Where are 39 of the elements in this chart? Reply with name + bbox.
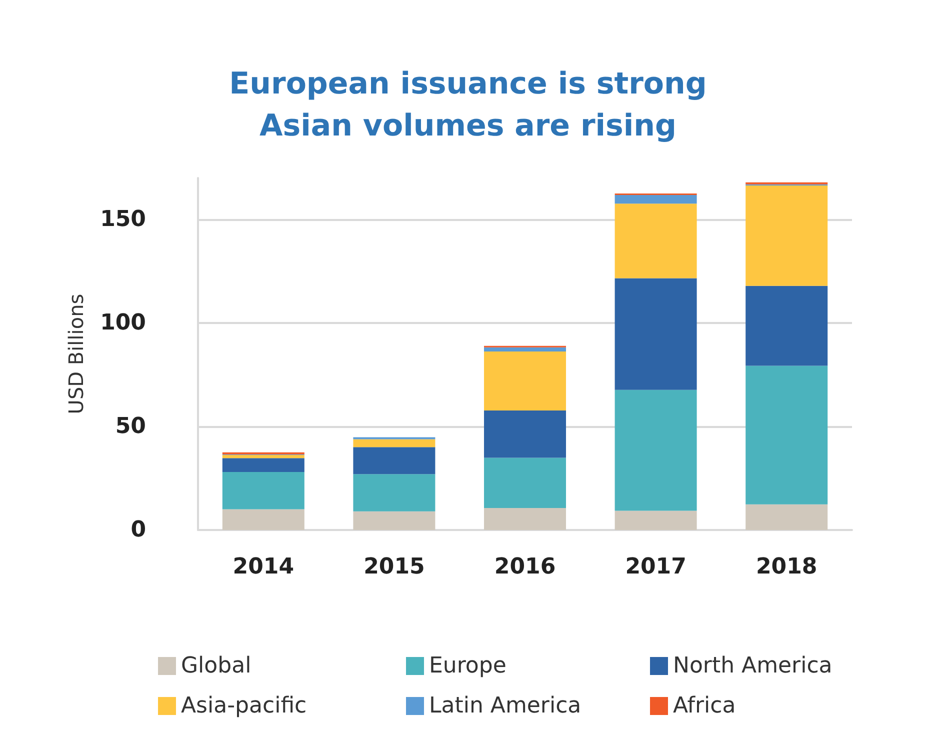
bar: [484, 458, 566, 508]
y-tick-label: 50: [115, 414, 146, 439]
bar: [222, 458, 304, 472]
bar: [614, 390, 697, 511]
y-tick-label: 100: [100, 310, 146, 336]
bar: [746, 286, 828, 366]
y-tick-label: 150: [100, 206, 146, 232]
bar: [484, 347, 566, 352]
chart-title: European issuance is strong Asian volumes are rising: [229, 66, 707, 144]
bar: [746, 185, 828, 286]
y-axis-title: USD Billions: [64, 294, 88, 414]
bar: [614, 204, 697, 278]
bar: [353, 447, 436, 474]
x-tick-label: 2014: [232, 554, 294, 580]
bar: [353, 511, 436, 530]
bar: [222, 455, 304, 458]
bar: [614, 278, 697, 390]
y-tick-label: 0: [130, 518, 146, 542]
legend-label: North America: [673, 654, 832, 678]
legend-label: Latin America: [429, 694, 582, 718]
legend-label: Europe: [429, 654, 506, 678]
bar: [353, 439, 436, 448]
bar: [746, 504, 828, 530]
legend-label: Global: [181, 654, 252, 678]
bar: [614, 194, 697, 204]
bar: [484, 352, 566, 411]
x-tick-label: 2017: [625, 554, 686, 580]
bar: [746, 366, 828, 504]
bar: [484, 410, 566, 458]
bar: [353, 474, 436, 512]
bar: [614, 510, 697, 530]
x-tick-label: 2015: [364, 554, 425, 580]
legend-label: Asia-pacific: [181, 694, 307, 718]
bar: [484, 508, 566, 530]
bar: [222, 472, 304, 510]
x-tick-label: 2016: [494, 554, 556, 580]
bar: [222, 509, 304, 530]
x-tick-label: 2018: [756, 554, 818, 580]
legend-label: Africa: [673, 694, 736, 718]
